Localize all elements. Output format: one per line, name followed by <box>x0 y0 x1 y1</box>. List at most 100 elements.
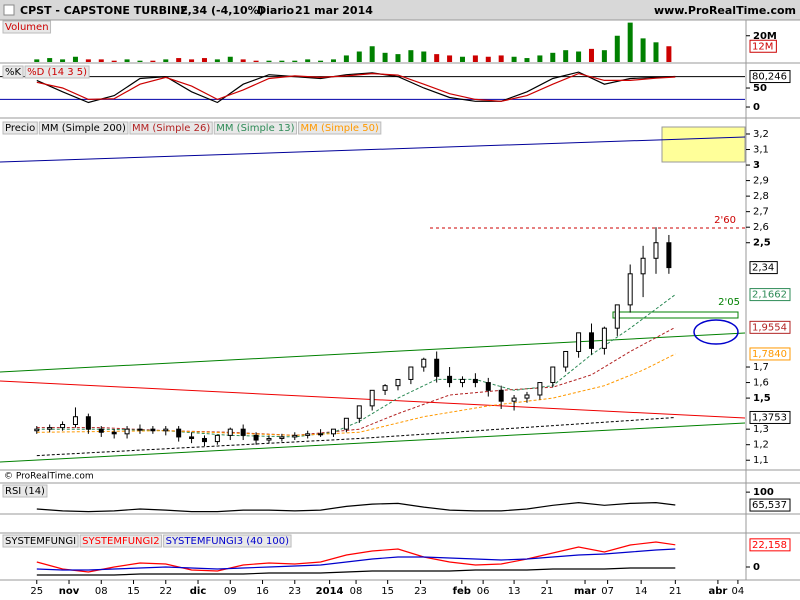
candle-body <box>563 350 569 368</box>
legend-box <box>79 534 163 548</box>
candle-body <box>640 257 646 275</box>
candle-body <box>227 428 233 436</box>
candle-body <box>459 378 465 384</box>
candle-body <box>395 378 401 387</box>
candle-body <box>72 416 78 426</box>
y-tick-label: 2,7 <box>753 207 769 218</box>
volume-bar <box>266 60 272 62</box>
x-tick-label: feb <box>453 586 471 597</box>
legend-box <box>163 534 292 548</box>
volume-bar <box>434 54 440 62</box>
last-value-label: 1,7840 <box>752 349 787 360</box>
legend-box <box>129 121 213 135</box>
candle-body <box>318 433 324 436</box>
volume-bar <box>640 38 646 62</box>
volume-bar <box>524 58 530 62</box>
y-tick-label: 0 <box>753 102 760 113</box>
volume-bar <box>421 51 427 62</box>
candle-body <box>189 436 195 439</box>
trend-line <box>0 332 746 373</box>
x-tick-label: 07 <box>601 586 614 597</box>
legend-box <box>2 121 38 135</box>
volume-bar <box>85 59 91 62</box>
x-tick-label: 09 <box>224 586 237 597</box>
x-tick-label: dic <box>190 586 207 597</box>
x-tick-label: abr <box>708 586 727 597</box>
header-icon <box>3 4 15 16</box>
volume-bar <box>72 56 78 62</box>
legend-entry: MM (Simple 200) <box>41 123 126 134</box>
volume-bar <box>459 56 465 62</box>
candle-body <box>176 428 182 438</box>
value-badge <box>749 261 778 275</box>
legend-entry: RSI (14) <box>5 486 45 497</box>
header-period: Diario <box>257 4 295 17</box>
candle-body <box>253 434 259 441</box>
volume-bar <box>34 59 40 62</box>
header-title: CPST - CAPSTONE TURBINE <box>20 4 188 17</box>
candle-body <box>524 394 530 399</box>
candle-body <box>137 428 143 431</box>
volume-bar <box>189 59 195 62</box>
candle-body <box>292 434 298 438</box>
y-tick-label: 20M <box>753 31 777 42</box>
candle-body <box>150 428 156 432</box>
last-value-label: 65,537 <box>752 500 787 511</box>
volume-bar <box>356 51 362 62</box>
volume-bar <box>137 60 143 62</box>
zone-box <box>612 311 739 319</box>
header-date: 21 mar 2014 <box>295 4 373 17</box>
legend-box <box>24 65 90 79</box>
volume-bar <box>382 52 388 62</box>
copyright: © ProRealTime.com <box>4 472 94 482</box>
last-value-label: 2,1662 <box>752 290 787 301</box>
legend-entry: %K <box>5 67 22 78</box>
last-value-label: 12M <box>752 41 773 52</box>
legend-entry: %D (14 3 5) <box>27 67 87 78</box>
volume-bar <box>150 60 156 62</box>
volume-bar <box>576 51 582 62</box>
last-value-label: 1,3753 <box>752 412 787 423</box>
volume-bar <box>60 59 66 62</box>
candle-body <box>408 366 414 380</box>
last-value-label: 22,158 <box>752 540 787 551</box>
x-tick-label: 14 <box>635 586 648 597</box>
last-value-label: 1,9554 <box>752 322 787 333</box>
highlight-ellipse <box>693 319 739 345</box>
y-tick-label: 3 <box>753 160 760 171</box>
legend-box <box>2 65 24 79</box>
legend-entry: Volumen <box>5 22 49 33</box>
candle-body <box>240 428 246 436</box>
x-tick-label: 25 <box>30 586 43 597</box>
annotation: 2'05 <box>718 297 740 308</box>
volume-bar <box>472 55 478 62</box>
legend-box <box>298 121 382 135</box>
x-tick-label: 13 <box>508 586 521 597</box>
volume-bar <box>124 59 130 62</box>
legend-box <box>2 484 48 498</box>
series-line <box>36 417 676 457</box>
series-line <box>36 353 676 436</box>
volume-bar <box>330 59 336 62</box>
header-site: www.ProRealTime.com <box>654 4 796 17</box>
x-tick-label: 23 <box>288 586 301 597</box>
volume-bar <box>627 22 633 62</box>
series-line <box>36 71 676 104</box>
candle-body <box>369 389 375 407</box>
y-tick-label: 50 <box>753 83 767 94</box>
panel-frames <box>0 19 800 581</box>
value-badge <box>749 538 791 552</box>
candle-body <box>666 242 672 269</box>
volume-bar <box>279 60 285 62</box>
header-bar <box>0 0 800 20</box>
candle-body <box>124 428 130 435</box>
volume-bar <box>227 56 233 62</box>
volume-bar <box>614 35 620 62</box>
candle-body <box>85 416 91 430</box>
volume-bar <box>343 55 349 62</box>
candle-body <box>34 428 40 432</box>
x-tick-label: 06 <box>477 586 490 597</box>
legend-entry: SYSTEMFUNGI3 (40 100) <box>166 536 290 547</box>
candle-body <box>653 242 659 259</box>
